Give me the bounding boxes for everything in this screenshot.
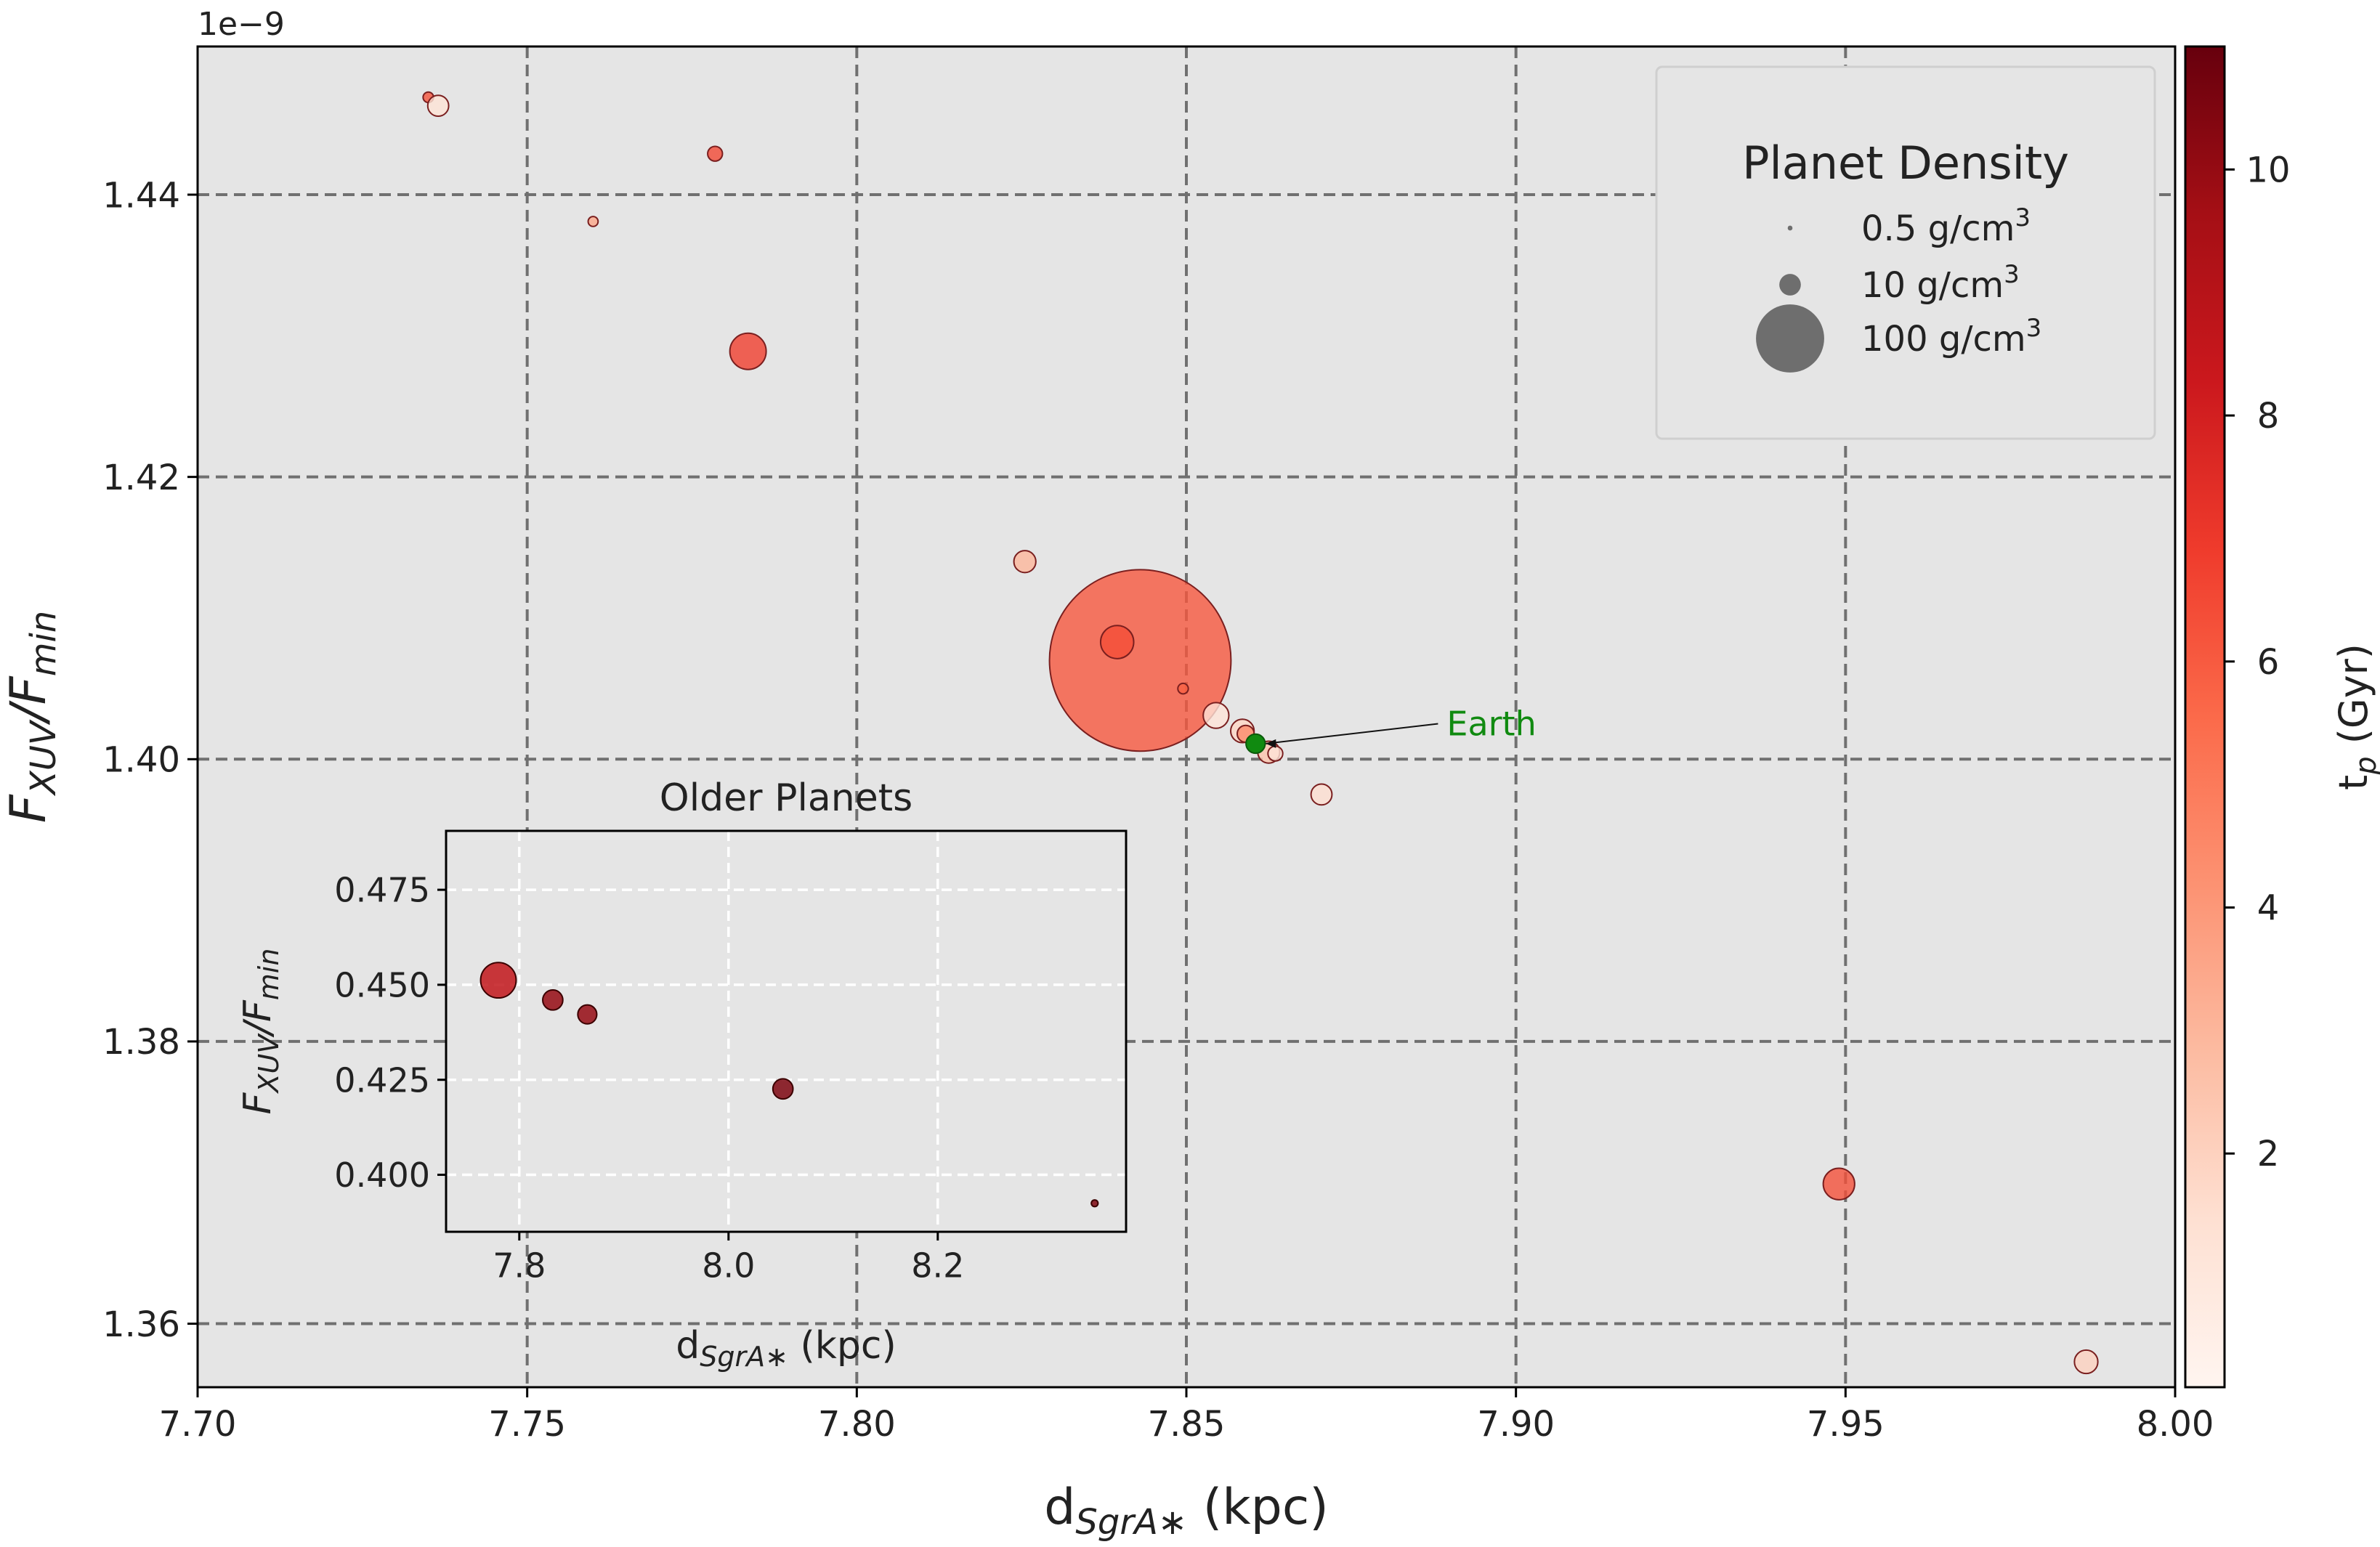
legend-marker xyxy=(1779,274,1801,296)
x-tick-label: 7.70 xyxy=(159,1404,237,1445)
legend-entry-label: 100 g/cm3 xyxy=(1861,314,2041,360)
earth-annotation: Earth xyxy=(1245,704,1537,755)
density-legend: Planet Density 0.5 g/cm3 10 g/cm3 100 g/cm… xyxy=(1655,65,2156,440)
y-offset-label: 1e−9 xyxy=(198,6,285,43)
x-tick-label: 8.00 xyxy=(2137,1404,2214,1445)
older-planet-point xyxy=(479,962,517,999)
inset-y-axis-label: FXUV/Fmin xyxy=(236,949,285,1115)
x-tick-label: 7.95 xyxy=(1807,1404,1885,1445)
y-tick-label: 0.400 xyxy=(334,1156,430,1195)
y-tick-label: 0.425 xyxy=(334,1060,430,1100)
planet-point xyxy=(1048,569,1232,752)
colorbar-gradient xyxy=(2184,45,2226,1389)
colorbar-tick-label: 10 xyxy=(2246,150,2290,190)
planet-point xyxy=(707,145,724,162)
x-tick-label: 7.8 xyxy=(493,1246,546,1286)
inset-y-ticks: 0.400 0.425 0.450 0.475 xyxy=(334,871,446,1195)
main-x-ticks: 7.70 7.75 7.80 7.85 7.90 7.95 8.00 xyxy=(159,1387,2214,1445)
planet-point xyxy=(729,332,767,370)
colorbar-ticks: 2 4 6 8 10 xyxy=(2225,150,2291,1174)
main-x-axis-label: dSgrA∗ (kpc) xyxy=(1044,1479,1329,1543)
legend-box xyxy=(1655,65,2156,440)
older-planet-point xyxy=(772,1078,794,1100)
x-tick-label: 7.85 xyxy=(1148,1404,1226,1445)
colorbar-tick-label: 8 xyxy=(2257,396,2280,437)
y-tick-label: 0.450 xyxy=(334,965,430,1004)
main-y-ticks: 1.36 1.38 1.40 1.42 1.44 xyxy=(102,175,198,1345)
planet-point xyxy=(426,94,450,118)
legend-entry-label: 10 g/cm3 xyxy=(1861,260,2020,306)
planet-point xyxy=(2073,1349,2099,1375)
x-tick-label: 7.75 xyxy=(488,1404,566,1445)
legend-marker xyxy=(1756,304,1824,373)
inset-plot: 7.8 8.0 8.2 0.400 0.425 0.450 0.475 Older Pla… xyxy=(236,776,1128,1373)
planet-point xyxy=(1310,783,1333,806)
legend-entries: 0.5 g/cm3 10 g/cm3 100 g/cm3 xyxy=(1756,203,2041,373)
legend-title: Planet Density xyxy=(1742,137,2069,190)
main-points xyxy=(422,91,2099,1375)
y-tick-label: 1.36 xyxy=(102,1304,180,1345)
planet-point xyxy=(1822,1167,1855,1201)
legend-entry-label: 0.5 g/cm3 xyxy=(1861,203,2031,249)
planet-point xyxy=(1099,625,1135,659)
x-tick-label: 8.2 xyxy=(911,1246,964,1286)
y-tick-label: 1.40 xyxy=(102,740,180,781)
y-tick-label: 1.38 xyxy=(102,1022,180,1063)
x-tick-label: 7.80 xyxy=(818,1404,896,1445)
main-y-axis-label: FXUV/Fmin xyxy=(0,611,64,824)
inset-points xyxy=(479,962,1099,1208)
colorbar: 2 4 6 8 10 tp (Gyr) xyxy=(2184,45,2380,1389)
inset-title: Older Planets xyxy=(660,776,912,820)
earth-label: Earth xyxy=(1446,704,1536,743)
colorbar-tick-label: 4 xyxy=(2257,888,2280,929)
earth-arrow-head xyxy=(1266,739,1276,748)
inset-plot-frame xyxy=(445,829,1128,1233)
planet-point xyxy=(587,216,599,227)
earth-point xyxy=(1245,733,1266,755)
planet-point xyxy=(1177,682,1189,695)
planet-point xyxy=(1202,702,1230,729)
x-tick-label: 8.0 xyxy=(702,1246,755,1286)
earth-arrow-line xyxy=(1266,723,1438,744)
colorbar-tick-label: 2 xyxy=(2257,1134,2280,1174)
planet-point xyxy=(1013,550,1037,574)
inset-x-ticks: 7.8 8.0 8.2 xyxy=(493,1232,964,1286)
colorbar-label: tp (Gyr) xyxy=(2331,643,2380,790)
inset-x-axis-label: dSgrA∗ (kpc) xyxy=(676,1324,896,1373)
colorbar-tick-label: 6 xyxy=(2257,642,2280,683)
legend-marker xyxy=(1787,225,1793,231)
inset-grid xyxy=(446,831,1126,1232)
y-tick-label: 1.44 xyxy=(102,175,180,216)
older-planet-point xyxy=(1090,1199,1099,1208)
older-planet-point xyxy=(577,1004,598,1025)
planet-point xyxy=(1267,745,1284,762)
y-tick-label: 0.475 xyxy=(334,871,430,910)
x-tick-label: 7.90 xyxy=(1477,1404,1555,1445)
y-tick-label: 1.42 xyxy=(102,458,180,498)
older-planet-point xyxy=(542,988,564,1011)
inset-plot-background xyxy=(446,831,1126,1232)
